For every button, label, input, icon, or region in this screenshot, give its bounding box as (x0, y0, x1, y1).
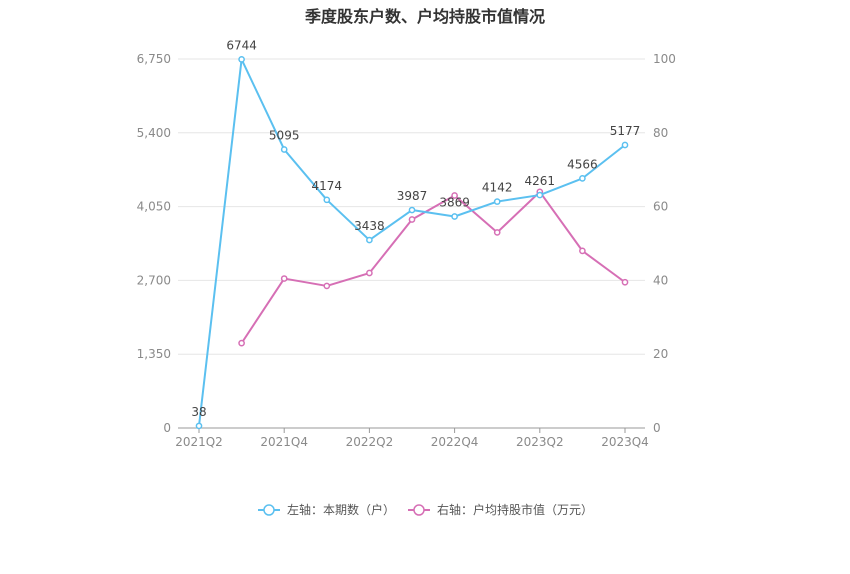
data-label: 5095 (269, 128, 300, 142)
data-point (451, 213, 458, 220)
data-point (408, 216, 416, 223)
data-point (366, 269, 373, 277)
left-axis-tick-label: 5,400 (137, 126, 171, 140)
data-point (195, 422, 203, 430)
right-axis-tick-label: 80 (653, 126, 668, 140)
right-axis-tick-label: 40 (653, 273, 668, 287)
legend: 左轴：本期数（户） 右轴：户均持股市值（万元） (258, 502, 593, 517)
data-point (621, 278, 629, 286)
right-axis-tick-label: 60 (653, 200, 668, 214)
data-point (366, 236, 373, 244)
legend-swatch-marker (413, 504, 425, 516)
series-line (240, 190, 626, 344)
data-label: 3987 (397, 189, 428, 203)
data-point (323, 282, 331, 290)
left-axis-tick-label: 1,350 (137, 347, 171, 361)
data-point (408, 206, 416, 214)
left-axis-tick-label: 6,750 (137, 52, 171, 66)
data-point (238, 339, 245, 347)
data-point (493, 198, 501, 205)
series (195, 55, 629, 430)
left-axis-tick-label: 0 (163, 421, 171, 435)
data-point (621, 141, 629, 149)
left-axis-tick-label: 2,700 (137, 273, 171, 287)
data-labels: 38 6744 5095 4174 3438 3987 3869 4142 4261 4566 51… (191, 38, 640, 419)
x-axis-tick-label: 2023Q4 (601, 435, 649, 449)
data-label: 4261 (525, 174, 556, 188)
series-line (198, 58, 626, 427)
data-point (579, 247, 586, 255)
axes: 0 1,350 2,700 4,050 5,400 6,750 0 20 40 60 80 100 20… (137, 52, 676, 449)
legend-swatch-marker (263, 504, 275, 516)
legend-label: 右轴：户均持股市值（万元） (437, 502, 593, 517)
right-axis-tick-label: 100 (653, 52, 676, 66)
data-label: 3869 (439, 195, 470, 209)
x-axis-tick-label: 2022Q4 (431, 435, 479, 449)
data-label: 3438 (354, 219, 385, 233)
x-axis-tick-label: 2022Q2 (346, 435, 394, 449)
legend-label: 左轴：本期数（户） (287, 502, 395, 517)
data-point (493, 229, 501, 236)
data-point (280, 146, 288, 153)
data-label: 5177 (610, 124, 641, 138)
data-point (323, 196, 331, 204)
data-label: 6744 (226, 38, 257, 52)
data-point (451, 192, 458, 199)
x-axis-tick-label: 2021Q4 (260, 435, 308, 449)
data-point (238, 55, 245, 63)
data-label: 4174 (312, 179, 343, 193)
x-axis-tick-label: 2023Q2 (516, 435, 564, 449)
x-axis-tick-label: 2021Q2 (175, 435, 223, 449)
data-label: 38 (191, 405, 206, 419)
data-label: 4142 (482, 181, 513, 195)
right-axis-tick-label: 0 (653, 421, 661, 435)
chart-title: 季度股东户数、户均持股市值情况 (304, 7, 545, 26)
data-label: 4566 (567, 157, 598, 171)
data-point (536, 191, 544, 199)
right-axis-tick-label: 20 (653, 347, 668, 361)
data-point (280, 275, 288, 282)
left-axis-tick-label: 4,050 (137, 200, 171, 214)
data-point (579, 175, 586, 182)
grid-lines (178, 58, 645, 355)
